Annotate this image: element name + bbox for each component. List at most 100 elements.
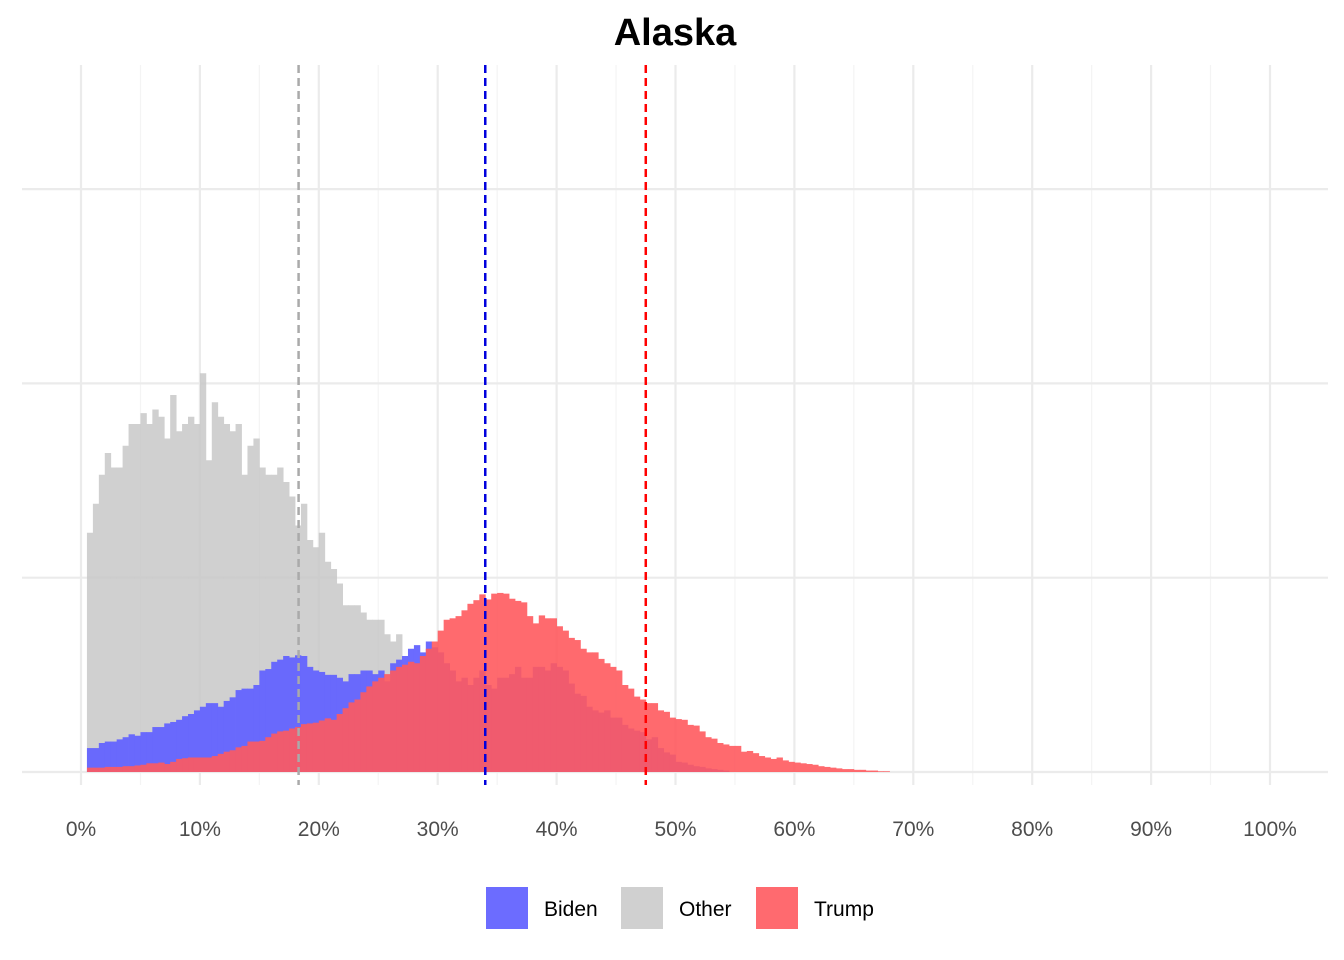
bar-other: [116, 467, 124, 772]
bar-trump: [193, 757, 201, 772]
bar-other: [92, 503, 100, 772]
bar-biden: [259, 670, 266, 772]
bar-trump: [86, 767, 94, 772]
bar-biden: [295, 655, 302, 772]
x-tick-label: 50%: [654, 818, 696, 841]
bar-trump: [538, 615, 546, 772]
bar-other: [199, 373, 207, 772]
bar-trump: [812, 764, 819, 772]
bar-trump: [312, 722, 320, 772]
bar-trump: [485, 599, 492, 772]
bar-trump: [723, 744, 730, 772]
bar-trump: [431, 641, 439, 772]
bar-other: [283, 482, 290, 772]
bar-biden: [211, 703, 219, 772]
bar-trump: [824, 766, 831, 772]
bar-trump: [580, 648, 587, 772]
bar-biden: [289, 657, 296, 772]
bar-trump: [413, 663, 421, 772]
bar-other: [306, 540, 314, 772]
x-tick-label: 10%: [179, 818, 221, 841]
bar-trump: [592, 652, 599, 772]
bar-other: [211, 402, 219, 772]
bar-trump: [776, 757, 783, 772]
bar-trump: [681, 719, 688, 772]
legend-label: Other: [679, 898, 732, 921]
bar-trump: [110, 766, 118, 772]
bar-biden: [122, 737, 129, 772]
bar-trump: [223, 751, 231, 772]
bar-trump: [348, 702, 355, 772]
series-trump: [86, 592, 890, 772]
bar-other: [265, 474, 272, 772]
bar-trump: [818, 766, 825, 772]
bar-trump: [859, 769, 867, 772]
bar-trump: [217, 753, 225, 772]
bar-other: [158, 416, 165, 772]
x-tick-label: 100%: [1243, 818, 1297, 841]
bar-trump: [336, 714, 343, 772]
bar-trump: [318, 720, 326, 772]
bar-trump: [455, 616, 462, 772]
legend-swatch: [486, 887, 528, 929]
bar-trump: [324, 718, 332, 772]
bar-other: [98, 474, 106, 772]
bar-trump: [176, 758, 183, 772]
bar-trump: [461, 610, 468, 772]
bar-trump: [199, 757, 207, 772]
bar-trump: [211, 756, 219, 772]
bar-trump: [556, 626, 563, 772]
bar-other: [223, 424, 231, 772]
bar-biden: [146, 732, 153, 772]
bar-other: [330, 569, 338, 772]
bar-trump: [372, 681, 379, 772]
bar-trump: [729, 745, 736, 772]
bar-trump: [598, 658, 605, 772]
bar-trump: [604, 663, 611, 772]
bar-other: [134, 424, 141, 772]
bar-trump: [883, 771, 890, 772]
bar-other: [277, 467, 284, 772]
bar-trump: [407, 661, 415, 772]
bar-biden: [98, 743, 106, 772]
bar-biden: [140, 732, 147, 772]
bar-trump: [295, 727, 302, 772]
bar-other: [241, 474, 248, 772]
bar-trump: [734, 745, 742, 772]
bar-other: [110, 467, 118, 772]
bar-trump: [330, 719, 338, 772]
bar-trump: [788, 761, 795, 772]
bar-other: [205, 460, 213, 772]
bar-biden: [170, 721, 177, 772]
bar-other: [318, 532, 326, 772]
x-tick-label: 90%: [1130, 818, 1172, 841]
bar-other: [128, 424, 135, 772]
bar-trump: [140, 764, 147, 772]
bar-trump: [396, 666, 403, 772]
bar-trump: [182, 758, 189, 772]
bar-trump: [550, 618, 557, 772]
bar-other: [271, 474, 278, 772]
bar-trump: [271, 733, 278, 772]
bar-trump: [830, 767, 837, 772]
bar-other: [324, 561, 332, 772]
bar-biden: [306, 666, 314, 772]
bar-biden: [158, 727, 165, 772]
bar-trump: [782, 760, 789, 772]
bar-trump: [586, 652, 593, 772]
bar-trump: [800, 763, 807, 772]
bar-trump: [283, 730, 290, 772]
bar-trump: [354, 699, 361, 772]
bar-biden: [223, 700, 231, 772]
bar-biden: [271, 661, 278, 772]
bar-trump: [794, 762, 801, 772]
bar-trump: [277, 731, 284, 772]
bar-biden: [253, 685, 260, 772]
x-tick-label: 20%: [298, 818, 340, 841]
legend-item-other: Other: [621, 887, 732, 929]
bar-trump: [241, 745, 248, 772]
bar-trump: [663, 711, 670, 772]
bar-trump: [491, 593, 498, 772]
bar-trump: [146, 763, 153, 772]
bar-trump: [158, 762, 165, 772]
